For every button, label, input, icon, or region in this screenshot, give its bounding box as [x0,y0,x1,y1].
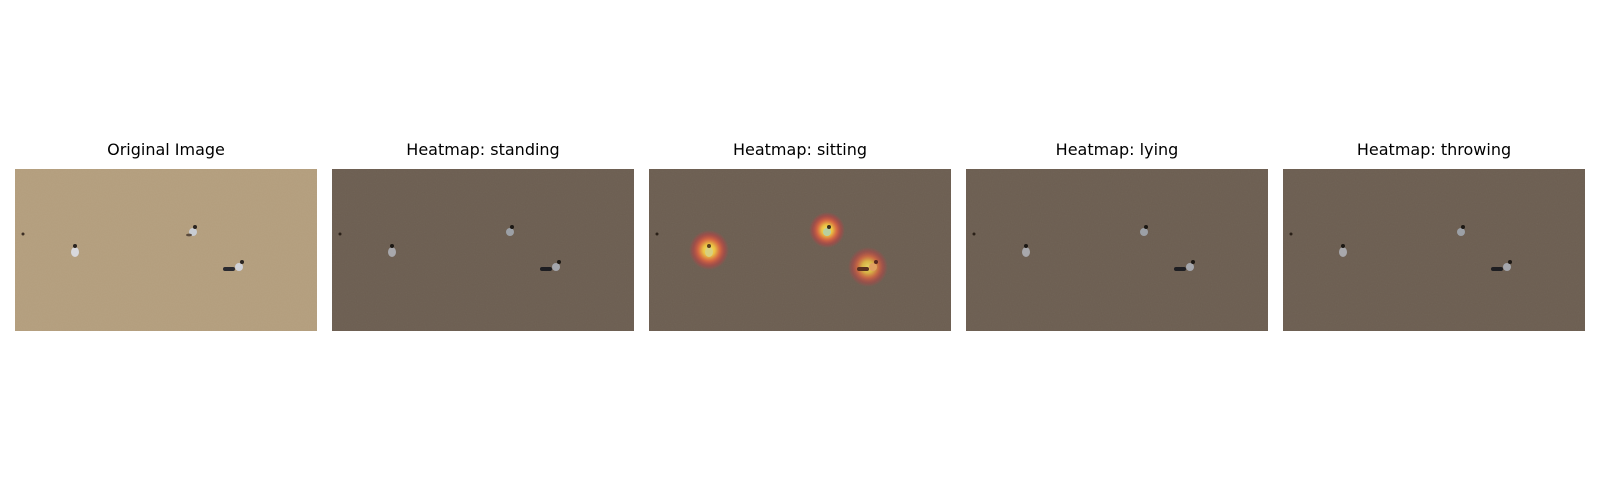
person-left [1022,244,1030,257]
person-right [1491,260,1512,271]
person-left [705,244,713,257]
person-center [506,225,514,236]
person-center [1457,225,1465,236]
person-right [857,260,878,271]
panel-title: Heatmap: sitting [732,140,868,159]
small-object [21,232,25,236]
person-right [540,260,561,271]
heat-spot-right [848,247,888,287]
person-left [71,244,79,257]
person-right [223,260,244,271]
heatmap-throwing-image [1283,169,1585,331]
panel-standing: Heatmap: standing [332,140,634,334]
panel-title: Heatmap: throwing [1356,140,1512,159]
person-center [1140,225,1148,236]
panel-throwing: Heatmap: throwing [1283,140,1585,334]
heatmap-standing-image [332,169,634,331]
heatmap-sitting-image [649,169,951,331]
panel-title: Heatmap: lying [1055,140,1179,159]
person-left [1339,244,1347,257]
person-right [1174,260,1195,271]
person-left [388,244,396,257]
person-center [186,225,197,237]
heatmap-lying-image [966,169,1268,331]
panel-original: Original Image [15,140,317,334]
panel-title: Original Image [107,140,225,159]
panel-title: Heatmap: standing [406,140,560,159]
person-center [823,225,831,236]
original-image [15,169,317,331]
panel-lying: Heatmap: lying [966,140,1268,334]
panel-sitting: Heatmap: sitting [649,140,951,334]
